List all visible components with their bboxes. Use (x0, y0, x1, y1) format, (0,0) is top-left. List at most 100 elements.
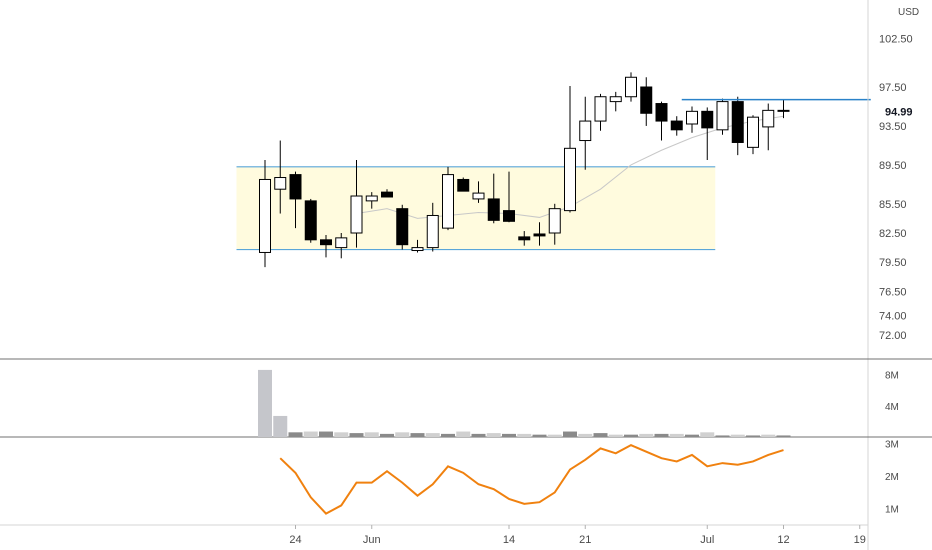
volume-bar (334, 432, 349, 437)
indicator-tick-labels: 3M 2M 1M (885, 440, 899, 516)
candle-body (747, 116, 759, 148)
candle (259, 160, 271, 268)
volume-bar (410, 433, 425, 437)
price-pane (236, 72, 871, 268)
candle-body (625, 76, 637, 98)
last-price-tag-bg (880, 104, 920, 119)
candle-body (396, 208, 409, 246)
candle (548, 203, 561, 245)
time-tick-label: 19 (854, 534, 866, 546)
candle-body (442, 174, 454, 229)
time-tick-labels: 24 Jun 14 21 Jul 12 19 (289, 525, 866, 546)
time-tick-label: 12 (777, 534, 789, 546)
candle (503, 171, 515, 223)
volume-bar (624, 434, 638, 437)
volume-bar (578, 433, 593, 437)
volume-bar (669, 433, 684, 437)
volume-bar (761, 434, 776, 437)
volume-bar (364, 432, 379, 437)
volume-bar (547, 434, 562, 437)
price-tick-label: 82.50 (879, 228, 907, 240)
volume-bar (639, 433, 654, 437)
volume-bar (593, 433, 608, 437)
candle-body (320, 239, 332, 246)
volume-bar (425, 433, 440, 437)
volume-bar (654, 433, 669, 437)
candle (365, 192, 378, 209)
candle-body (548, 208, 561, 234)
price-tick-label: 93.50 (879, 121, 907, 133)
time-tick-label: 21 (579, 534, 591, 546)
time-axis[interactable]: 24 Jun 14 21 Jul 12 19 (0, 524, 868, 546)
volume-bars (258, 369, 791, 437)
volume-pane: 8M 4M (258, 369, 899, 437)
volume-bar (441, 433, 455, 437)
candle-body (686, 110, 698, 125)
candle (396, 204, 409, 250)
time-tick-label: 14 (503, 534, 515, 546)
indicator-line-layer (279, 444, 784, 515)
volume-bar (349, 433, 364, 437)
volume-bar (700, 432, 715, 437)
candle (487, 173, 500, 224)
candle-body (533, 233, 546, 237)
candle (457, 177, 470, 192)
indicator-tick-label: 3M (885, 440, 899, 451)
volume-tick-label: 8M (885, 371, 899, 382)
volume-bar (563, 431, 577, 437)
volume-bar (303, 431, 318, 437)
candle (411, 239, 424, 253)
volume-bar (517, 433, 532, 437)
price-axis[interactable]: 107.50102.5097.5093.5089.5085.5082.5079.… (867, 0, 920, 550)
volume-bar (288, 432, 303, 437)
candle (533, 222, 546, 246)
volume-bar (685, 434, 699, 437)
candle-body (777, 109, 790, 112)
price-tick-label: 97.50 (879, 82, 907, 94)
price-tick-label: 85.50 (879, 199, 907, 211)
price-tick-label: 76.50 (879, 286, 907, 298)
candle-body (716, 101, 729, 131)
candle (381, 189, 393, 198)
volume-bar (395, 432, 410, 437)
candle-body (289, 174, 302, 200)
candle (472, 181, 485, 203)
candle-body (640, 86, 653, 114)
candles-layer (259, 72, 790, 268)
candle-body (304, 200, 317, 241)
candle (625, 72, 637, 102)
candle (335, 233, 348, 259)
candle-body (259, 178, 271, 253)
candle-body (731, 101, 744, 143)
candle (518, 231, 531, 246)
price-tick-label: 72.00 (879, 330, 907, 342)
candle-body (579, 120, 592, 142)
indicator-tick-label: 2M (885, 472, 899, 483)
time-tick-label: Jul (700, 534, 714, 546)
volume-tick-labels: 8M 4M (885, 371, 899, 413)
candle (762, 103, 775, 151)
indicator-line (279, 444, 784, 515)
candle (670, 116, 683, 136)
candle-body (411, 247, 424, 252)
candle-body (472, 192, 485, 200)
candle (609, 91, 622, 112)
candle (686, 106, 698, 133)
price-tick-labels: 107.50102.5097.5093.5089.5085.5082.5079.… (879, 33, 913, 342)
candle (426, 202, 439, 252)
volume-bar (456, 431, 471, 437)
candle (716, 98, 729, 135)
volume-bar (319, 431, 333, 437)
candle-body (503, 210, 515, 222)
volume-bar (273, 415, 288, 437)
candle-body (274, 177, 287, 190)
candle (777, 99, 790, 119)
candle (442, 166, 454, 231)
candle (274, 140, 287, 214)
candle (320, 234, 332, 258)
volume-bar (532, 434, 547, 437)
candle (350, 160, 363, 248)
price-tick-label: 79.50 (879, 257, 907, 269)
volume-bar (730, 434, 745, 437)
